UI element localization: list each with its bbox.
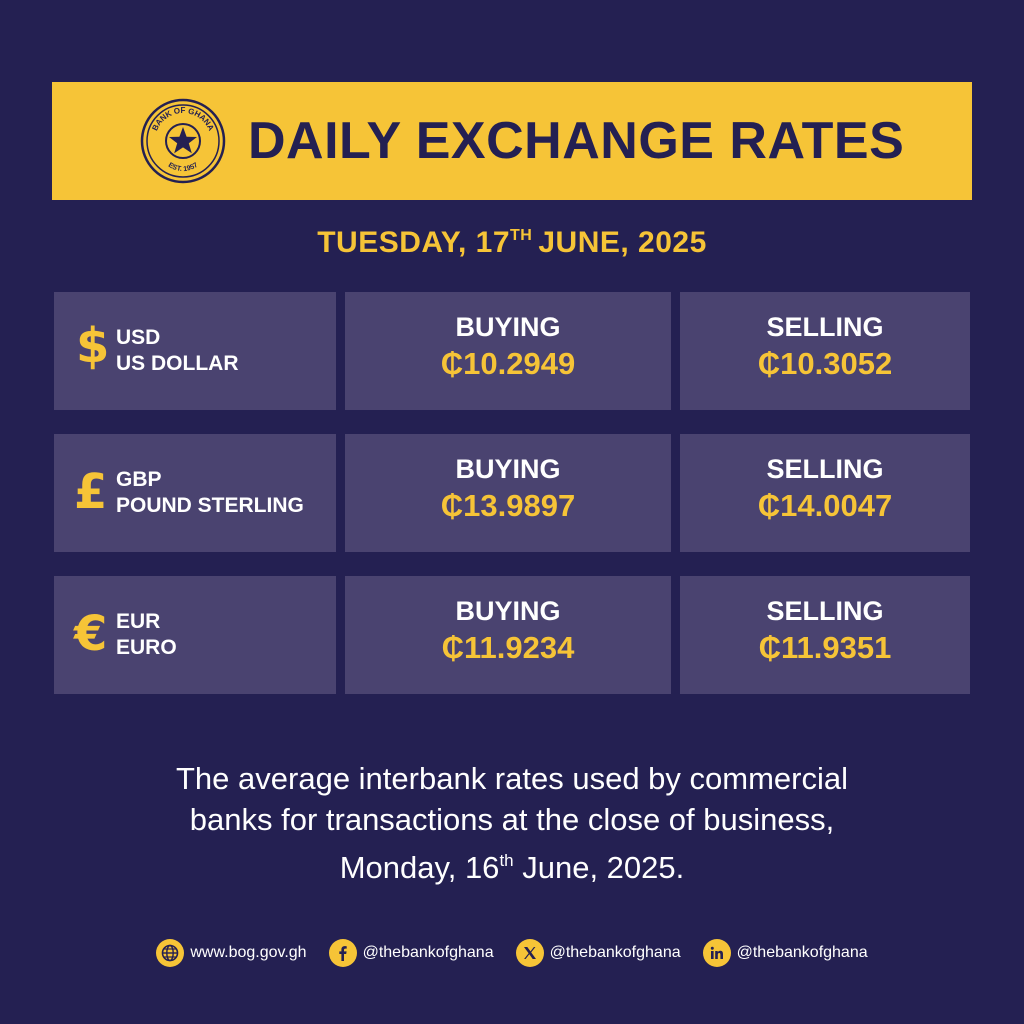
date-rest: JUNE, 2025 [538, 226, 707, 259]
buying-value: ₵10.2949 [440, 346, 576, 381]
buying-value: ₵13.9897 [440, 488, 576, 523]
currency-code: GBP [116, 468, 162, 491]
note-line-2: banks for transactions at the close of b… [189, 802, 835, 837]
currency-cell-eur: € EUR EURO [54, 576, 336, 694]
page-title: DAILY EXCHANGE RATES [248, 112, 905, 170]
selling-cell-eur: SELLING ₵11.9351 [680, 576, 970, 694]
note-line-3: Monday, 16th June, 2025. [100, 840, 924, 888]
linkedin-handle: @thebankofghana [736, 944, 868, 961]
svg-text:EST. 1957: EST. 1957 [167, 162, 200, 173]
note-line-3-end: June, 2025. [513, 850, 685, 885]
buying-label: BUYING [455, 454, 561, 484]
x-icon [515, 939, 544, 967]
currency-code: USD [116, 326, 161, 349]
currency-name: POUND STERLING [116, 494, 304, 517]
bank-seal-icon: BANK OF GHANA EST. 1957 [140, 98, 226, 184]
pound-icon: £ [74, 464, 108, 520]
globe-icon [156, 939, 185, 967]
x-handle: @thebankofghana [549, 944, 681, 961]
note-line-3-start: Monday, 16 [339, 850, 500, 885]
selling-value: ₵14.0047 [757, 488, 893, 523]
linkedin-icon [702, 939, 731, 967]
x-link[interactable]: @thebankofghana [515, 939, 681, 967]
dollar-icon: $ [76, 318, 110, 374]
footer-social-bar: www.bog.gov.gh @thebankofghana @thebanko… [0, 936, 1024, 970]
selling-value: ₵10.3052 [757, 346, 893, 381]
seal-text-bottom: EST. 1957 [167, 162, 200, 173]
note-line-3-suffix: th [499, 851, 514, 870]
selling-label: SELLING [766, 596, 884, 626]
currency-name: EURO [116, 636, 177, 659]
buying-value: ₵11.9234 [441, 630, 575, 665]
buying-label: BUYING [455, 312, 561, 342]
buying-label: BUYING [455, 596, 561, 626]
header-banner: BANK OF GHANA EST. 1957 DAILY EXCHANGE R… [52, 82, 972, 200]
currency-code: EUR [116, 610, 161, 633]
website-text: www.bog.gov.gh [190, 944, 307, 961]
buying-cell-gbp: BUYING ₵13.9897 [345, 434, 671, 552]
facebook-handle: @thebankofghana [362, 944, 494, 961]
buying-cell-eur: BUYING ₵11.9234 [345, 576, 671, 694]
buying-cell-usd: BUYING ₵10.2949 [345, 292, 671, 410]
selling-label: SELLING [766, 312, 884, 342]
currency-cell-gbp: £ GBP POUND STERLING [54, 434, 336, 552]
rates-note: The average interbank rates used by comm… [100, 758, 924, 888]
selling-label: SELLING [766, 454, 884, 484]
date-weekday: TUESDAY, 17 [317, 226, 511, 259]
euro-icon: € [74, 606, 108, 662]
selling-value: ₵11.9351 [758, 630, 892, 665]
facebook-link[interactable]: @thebankofghana [328, 939, 494, 967]
note-line-1: The average interbank rates used by comm… [176, 761, 848, 796]
date-suffix: TH [510, 227, 533, 244]
facebook-icon [328, 939, 357, 967]
selling-cell-usd: SELLING ₵10.3052 [680, 292, 970, 410]
date-heading: TUESDAY, 17TH JUNE, 2025 [0, 226, 1024, 260]
linkedin-link[interactable]: @thebankofghana [702, 939, 868, 967]
currency-name: US DOLLAR [116, 352, 239, 375]
currency-cell-usd: $ USD US DOLLAR [54, 292, 336, 410]
website-link[interactable]: www.bog.gov.gh [156, 939, 307, 967]
selling-cell-gbp: SELLING ₵14.0047 [680, 434, 970, 552]
